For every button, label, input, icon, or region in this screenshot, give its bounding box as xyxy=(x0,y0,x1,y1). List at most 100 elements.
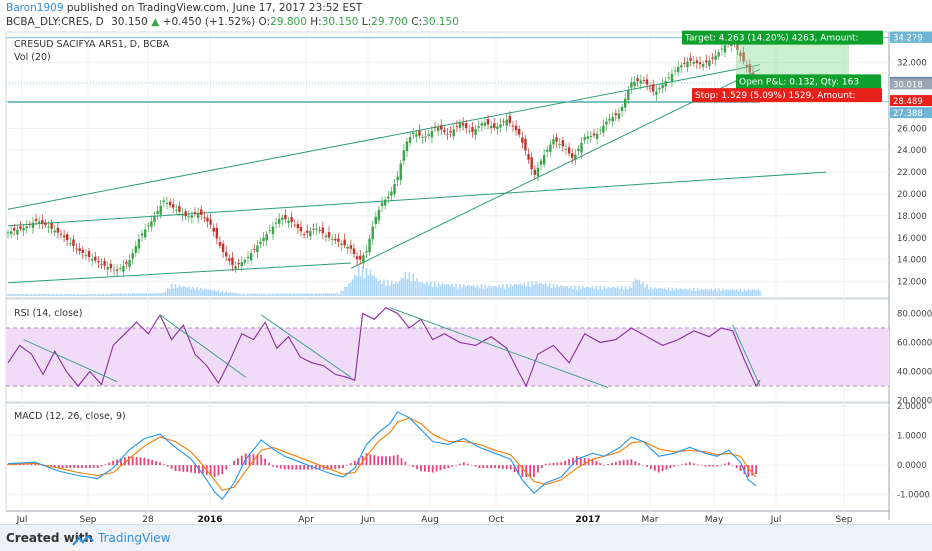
macd-histogram-bar xyxy=(373,455,376,466)
candle-up xyxy=(483,122,487,126)
volume-bar xyxy=(141,293,144,296)
volume-bar xyxy=(295,294,298,296)
candle-up xyxy=(608,118,611,121)
last-price: 30.150 xyxy=(111,16,148,28)
candle-up xyxy=(564,149,568,150)
macd-histogram-bar xyxy=(743,465,746,475)
volume-bar xyxy=(731,289,734,296)
volume-bar xyxy=(646,284,648,296)
volume-bar xyxy=(322,293,325,296)
volume-bar xyxy=(402,278,405,296)
candle-down xyxy=(221,243,225,253)
volume-bar xyxy=(418,282,420,296)
volume-bar xyxy=(585,286,588,296)
volume-bar xyxy=(692,288,695,296)
candle-up xyxy=(714,55,717,60)
volume-bar xyxy=(285,293,288,296)
macd-histogram-bar xyxy=(127,456,130,466)
macd-histogram-bar xyxy=(642,465,645,466)
volume-bar xyxy=(94,293,97,296)
macd-histogram-bar xyxy=(217,465,220,476)
candle-down xyxy=(115,269,119,271)
volume-bar xyxy=(149,292,152,296)
tradingview-link[interactable]: TradingView xyxy=(98,531,171,545)
macd-histogram-bar xyxy=(34,463,37,466)
candle-up xyxy=(156,211,159,214)
candle-down xyxy=(293,224,296,226)
chart-canvas[interactable]: Jul Sep 28 2016 Apr Jun Aug Oct 2017 Mar May Jul Sep… xyxy=(0,0,932,524)
macd-histogram-bar xyxy=(735,465,738,469)
author-name[interactable]: Baron1909 xyxy=(6,2,64,14)
volume-bar xyxy=(653,287,656,296)
volume-bar xyxy=(182,286,185,296)
volume-bar xyxy=(624,286,627,296)
volume-bar xyxy=(346,286,348,296)
candle-up xyxy=(390,191,393,196)
candle-up xyxy=(574,154,577,161)
macd-histogram-bar xyxy=(381,456,383,466)
candle-down xyxy=(334,238,337,241)
volume-bar xyxy=(139,293,142,296)
volume-bar xyxy=(722,288,724,296)
candle-up xyxy=(134,246,138,253)
macd-histogram-bar xyxy=(275,465,278,468)
candle-up xyxy=(274,222,278,224)
volume-bar xyxy=(550,287,553,296)
candle-up xyxy=(387,196,390,199)
volume-bar xyxy=(40,294,42,296)
volume-bar xyxy=(202,290,204,296)
candle-down xyxy=(711,57,714,59)
candle-up xyxy=(408,137,412,143)
volume-bar xyxy=(18,293,21,296)
macd-histogram-bar xyxy=(85,465,87,469)
macd-histogram-bar xyxy=(494,465,496,469)
price-trendline xyxy=(7,262,351,284)
volume-bar xyxy=(632,282,635,296)
volume-bar xyxy=(200,287,202,296)
candle-up xyxy=(277,218,281,224)
volume-bar xyxy=(77,293,79,296)
candle-up xyxy=(667,77,671,79)
x-tick-label: Aug xyxy=(421,515,439,524)
volume-bar xyxy=(203,288,206,296)
macd-histogram-bar xyxy=(162,464,165,466)
volume-bar xyxy=(244,294,247,296)
rsi-band xyxy=(6,328,889,387)
macd-histogram-bar xyxy=(408,465,411,466)
volume-bar xyxy=(120,293,122,296)
macd-histogram-bar xyxy=(498,465,500,469)
macd-histogram-bar xyxy=(451,465,454,467)
volume-bar xyxy=(634,278,637,296)
volume-bar xyxy=(673,290,676,296)
candle-down xyxy=(642,80,646,82)
candle-down xyxy=(514,125,518,131)
volume-bar xyxy=(679,288,681,296)
candle-up xyxy=(539,160,543,165)
macd-histogram-bar xyxy=(209,465,212,476)
candle-up xyxy=(243,260,247,263)
volume-bar xyxy=(369,269,372,296)
price-change: +0.450 (+1.52%) xyxy=(162,16,256,28)
volume-bar xyxy=(420,282,422,296)
volume-bar xyxy=(710,288,713,296)
volume-bar xyxy=(659,288,662,296)
macd-histogram-bar xyxy=(564,460,567,466)
volume-bar xyxy=(743,288,746,296)
volume-bar xyxy=(359,276,362,296)
volume-bar xyxy=(579,288,582,296)
candle-down xyxy=(318,230,321,231)
volume-bar xyxy=(254,293,257,296)
macd-histogram-bar xyxy=(57,465,60,469)
symbol-header: BCBA_DLY:CRES, D 30.150 ▲ +0.450 (+1.52%… xyxy=(6,16,459,28)
volume-bar xyxy=(459,283,461,296)
macd-histogram-bar xyxy=(357,458,360,466)
volume-bar xyxy=(502,284,504,296)
volume-bar xyxy=(570,286,572,296)
macd-histogram-bar xyxy=(681,464,683,466)
volume-bar xyxy=(361,266,364,296)
candle-up xyxy=(658,88,661,90)
candle-down xyxy=(648,87,652,89)
volume-bar xyxy=(404,271,407,296)
volume-bar xyxy=(161,292,163,296)
macd-histogram-bar xyxy=(318,465,321,470)
